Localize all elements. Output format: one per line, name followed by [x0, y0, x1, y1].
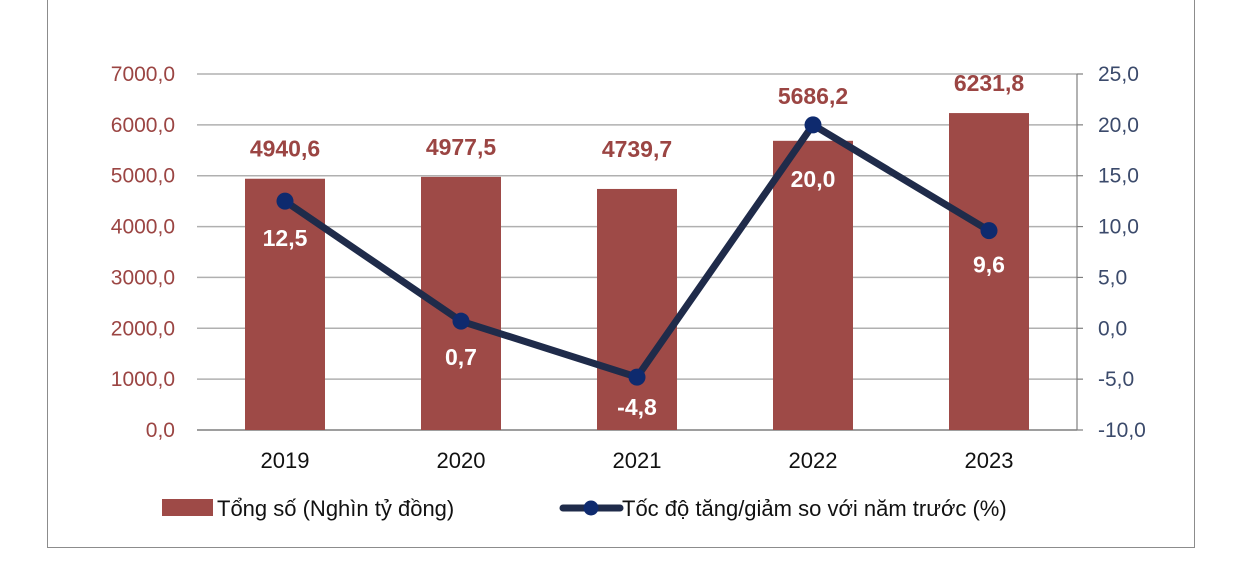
x-tick-label: 2022 — [789, 448, 838, 473]
right-tick-label: -5,0 — [1098, 368, 1134, 391]
left-tick-label: 4000,0 — [111, 216, 175, 239]
chart-frame — [47, 0, 1195, 548]
left-tick-label: 6000,0 — [111, 114, 175, 137]
bar-2021 — [597, 188, 677, 430]
right-tick-label: -10,0 — [1098, 419, 1146, 442]
right-tick-label: 5,0 — [1098, 266, 1127, 289]
growth-marker-2020 — [452, 312, 470, 330]
line-data-label: 9,6 — [973, 252, 1005, 278]
x-tick-label: 2020 — [437, 448, 486, 473]
x-tick-label: 2019 — [261, 448, 310, 473]
line-data-label: -4,8 — [617, 394, 657, 420]
left-tick-label: 2000,0 — [111, 317, 175, 340]
left-tick-label: 1000,0 — [111, 368, 175, 391]
right-tick-label: 0,0 — [1098, 317, 1127, 340]
left-tick-label: 0,0 — [146, 419, 175, 442]
growth-marker-2019 — [276, 192, 294, 210]
left-tick-label: 5000,0 — [111, 165, 175, 188]
right-tick-label: 15,0 — [1098, 165, 1139, 188]
bar-data-label: 4977,5 — [426, 134, 497, 160]
bar-data-label: 6231,8 — [954, 70, 1025, 96]
growth-marker-2022 — [804, 116, 822, 134]
bar-2022 — [773, 140, 853, 431]
legend-bar-swatch — [162, 499, 213, 516]
growth-marker-2023 — [980, 222, 998, 240]
left-tick-label: 7000,0 — [111, 63, 175, 86]
legend-line-marker — [583, 500, 599, 516]
right-tick-label: 10,0 — [1098, 216, 1139, 239]
legend-line-label: Tốc độ tăng/giảm so với năm trước (%) — [622, 496, 1007, 521]
right-tick-label: 25,0 — [1098, 63, 1139, 86]
x-tick-label: 2023 — [965, 448, 1014, 473]
bar-data-label: 4739,7 — [602, 136, 672, 162]
right-tick-label: 20,0 — [1098, 114, 1139, 137]
left-tick-label: 3000,0 — [111, 266, 175, 289]
bar-data-label: 5686,2 — [778, 83, 848, 109]
line-data-label: 12,5 — [263, 225, 308, 251]
legend-bar-label: Tổng số (Nghìn tỷ đồng) — [217, 496, 454, 521]
bar-data-label: 4940,6 — [250, 136, 320, 162]
x-tick-label: 2021 — [613, 448, 662, 473]
growth-marker-2021 — [628, 368, 646, 386]
line-data-label: 0,7 — [445, 344, 477, 370]
bar-2023 — [949, 113, 1029, 431]
line-data-label: 20,0 — [791, 166, 836, 192]
